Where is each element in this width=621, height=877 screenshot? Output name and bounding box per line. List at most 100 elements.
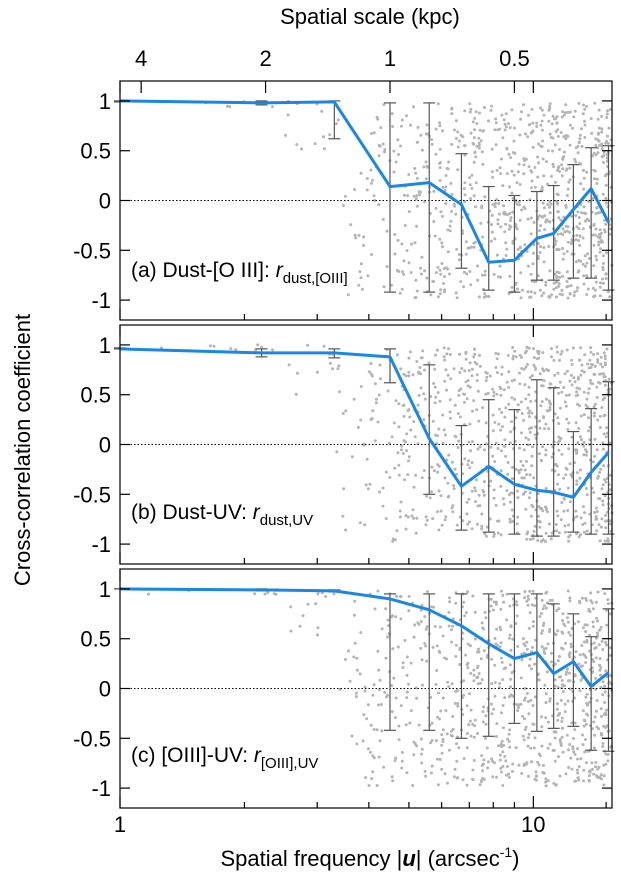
scatter-point <box>499 766 503 770</box>
scatter-point <box>522 163 526 167</box>
scatter-point <box>563 710 567 714</box>
scatter-point <box>540 119 544 123</box>
scatter-point <box>504 112 508 116</box>
scatter-point <box>557 216 561 220</box>
scatter-point <box>498 753 502 757</box>
scatter-point <box>497 744 501 748</box>
scatter-point <box>514 416 518 420</box>
scatter-point <box>567 631 571 634</box>
scatter-point <box>595 699 599 702</box>
scatter-point <box>604 435 608 439</box>
scatter-point <box>272 592 276 596</box>
scatter-point <box>394 399 398 403</box>
scatter-point <box>540 294 544 298</box>
scatter-point <box>546 149 550 153</box>
scatter-point <box>536 257 540 260</box>
scatter-point <box>533 524 537 528</box>
scatter-point <box>466 590 469 594</box>
scatter-point <box>456 168 460 172</box>
scatter-points-panel-3 <box>147 587 614 788</box>
scatter-point <box>475 478 478 482</box>
scatter-point <box>431 645 435 649</box>
scatter-point <box>425 276 429 280</box>
scatter-point <box>396 451 400 455</box>
scatter-point <box>357 234 361 237</box>
scatter-point <box>542 771 546 775</box>
scatter-point <box>343 657 347 661</box>
scatter-point <box>457 139 461 143</box>
scatter-point <box>446 228 450 232</box>
scatter-point <box>573 779 577 783</box>
scatter-point <box>481 710 485 714</box>
scatter-point <box>553 242 557 246</box>
scatter-point <box>495 627 499 631</box>
scatter-point <box>601 745 605 748</box>
scatter-point <box>599 707 603 711</box>
scatter-point <box>431 419 435 423</box>
scatter-point <box>372 194 376 198</box>
scatter-point <box>409 428 413 432</box>
scatter-point <box>415 744 419 748</box>
scatter-point <box>359 276 363 280</box>
scatter-point <box>407 682 410 686</box>
scatter-point <box>450 682 454 686</box>
scatter-point <box>539 458 543 462</box>
scatter-point <box>568 123 572 127</box>
scatter-point <box>462 693 466 697</box>
scatter-point <box>585 170 589 174</box>
scatter-point <box>527 165 531 169</box>
scatter-point <box>396 645 400 649</box>
scatter-point <box>582 453 586 457</box>
scatter-point <box>544 283 548 287</box>
scatter-point <box>553 180 557 184</box>
scatter-point <box>383 150 386 154</box>
scatter-point <box>493 205 497 209</box>
scatter-point <box>571 737 575 740</box>
scatter-point <box>401 661 405 665</box>
scatter-point <box>565 270 569 274</box>
scatter-point <box>544 218 548 222</box>
scatter-point <box>377 490 381 494</box>
scatter-point <box>545 670 549 674</box>
scatter-point <box>468 692 471 696</box>
scatter-point <box>575 768 579 772</box>
scatter-point <box>399 704 403 708</box>
scatter-point <box>398 291 402 295</box>
scatter-point <box>456 702 460 705</box>
scatter-point <box>585 493 589 497</box>
scatter-point <box>585 450 589 454</box>
scatter-point <box>581 112 585 116</box>
scatter-point <box>526 135 530 139</box>
scatter-point <box>538 288 542 292</box>
scatter-point <box>417 393 421 397</box>
scatter-point <box>519 296 523 300</box>
scatter-point <box>438 717 441 721</box>
scatter-point <box>407 173 411 176</box>
scatter-point <box>445 657 449 661</box>
scatter-point <box>593 288 597 292</box>
scatter-point <box>443 379 447 383</box>
scatter-point <box>494 366 498 369</box>
scatter-point <box>522 103 525 107</box>
scatter-point <box>582 768 586 772</box>
scatter-point <box>596 619 600 623</box>
scatter-point <box>603 354 607 358</box>
scatter-point <box>434 683 438 686</box>
scatter-point <box>253 592 257 596</box>
scatter-point <box>465 746 469 750</box>
scatter-point <box>147 592 150 596</box>
scatter-point <box>414 197 418 201</box>
scatter-point <box>472 142 476 146</box>
scatter-point <box>526 406 530 410</box>
scatter-point <box>452 775 456 779</box>
scatter-point <box>561 690 565 693</box>
scatter-point <box>602 783 606 787</box>
scatter-point <box>499 275 503 279</box>
scatter-point <box>601 680 605 684</box>
scatter-point <box>473 128 476 132</box>
scatter-point <box>539 404 543 408</box>
scatter-point <box>578 601 582 605</box>
scatter-point <box>509 693 513 697</box>
scatter-point <box>509 430 513 434</box>
scatter-point <box>565 369 569 373</box>
